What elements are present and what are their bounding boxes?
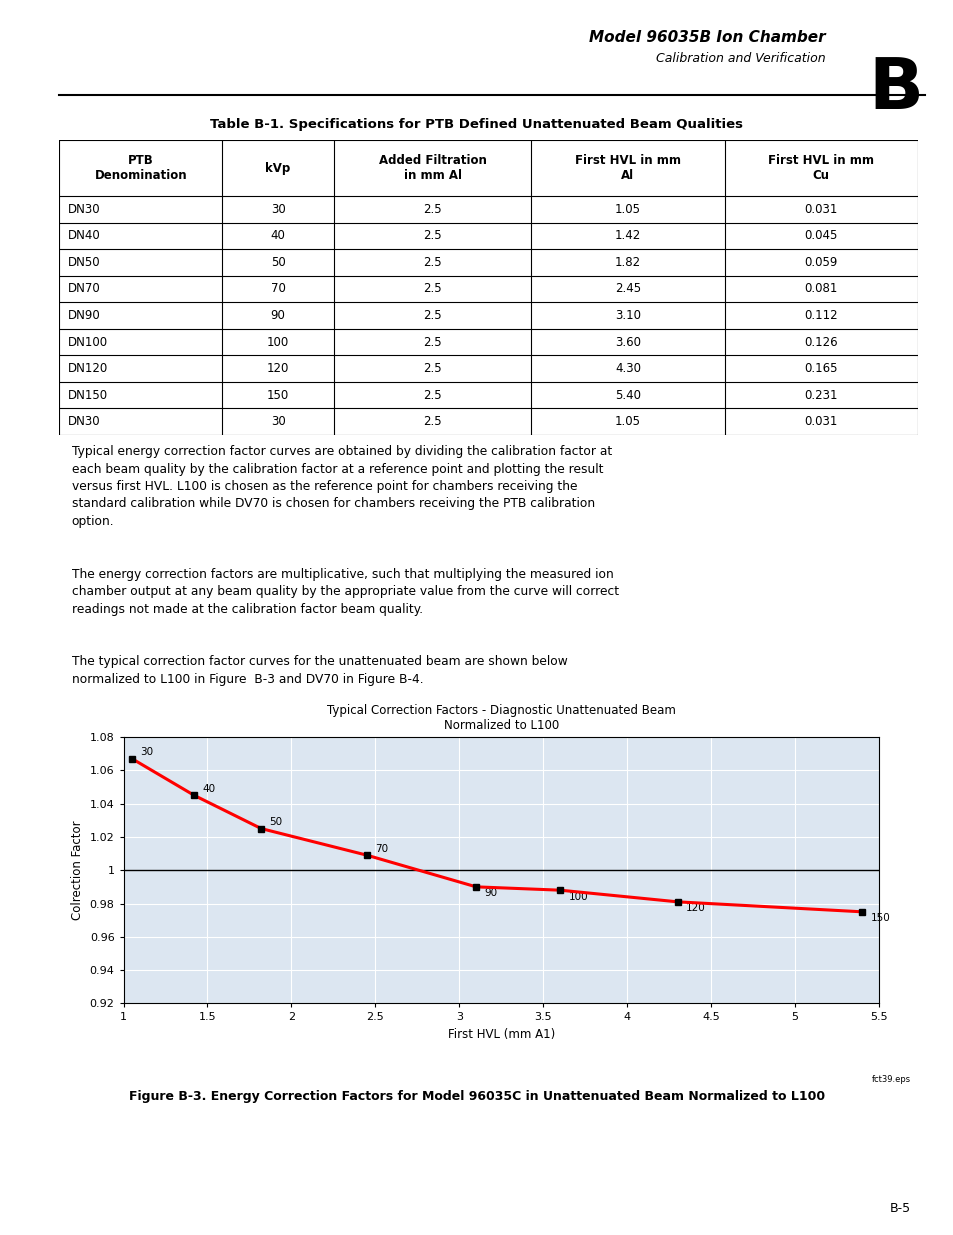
Text: 50: 50	[271, 256, 285, 269]
Text: DN120: DN120	[68, 362, 108, 375]
Text: 2.5: 2.5	[423, 283, 441, 295]
Text: PTB
Denomination: PTB Denomination	[94, 154, 187, 182]
Text: B-5: B-5	[889, 1202, 910, 1215]
Text: 30: 30	[271, 203, 285, 216]
Text: 0.059: 0.059	[803, 256, 837, 269]
Text: 2.5: 2.5	[423, 336, 441, 348]
Text: 70: 70	[271, 283, 285, 295]
Text: The typical correction factor curves for the unattenuated beam are shown below
n: The typical correction factor curves for…	[71, 655, 567, 685]
Text: DN50: DN50	[68, 256, 100, 269]
Text: 2.5: 2.5	[423, 230, 441, 242]
Text: 3.60: 3.60	[615, 336, 640, 348]
Text: 50: 50	[270, 818, 282, 827]
Text: 120: 120	[685, 903, 705, 913]
Text: 0.112: 0.112	[803, 309, 837, 322]
Text: 40: 40	[202, 784, 215, 794]
Y-axis label: Colrection Factor: Colrection Factor	[71, 820, 84, 920]
Text: Typical energy correction factor curves are obtained by dividing the calibration: Typical energy correction factor curves …	[71, 445, 611, 529]
Text: 2.45: 2.45	[615, 283, 640, 295]
Text: 2.5: 2.5	[423, 256, 441, 269]
Text: DN150: DN150	[68, 389, 108, 401]
Text: 0.031: 0.031	[803, 415, 837, 429]
Text: 0.231: 0.231	[803, 389, 837, 401]
Text: DN30: DN30	[68, 415, 100, 429]
Text: 70: 70	[375, 844, 388, 853]
Text: 100: 100	[568, 892, 587, 902]
Text: 2.5: 2.5	[423, 309, 441, 322]
Text: 30: 30	[271, 415, 285, 429]
Text: 1.05: 1.05	[615, 415, 640, 429]
Text: 90: 90	[271, 309, 285, 322]
Text: Figure B-3. Energy Correction Factors for Model 96035C in Unattenuated Beam Norm: Figure B-3. Energy Correction Factors fo…	[129, 1091, 824, 1103]
Text: Table B-1. Specifications for PTB Defined Unattenuated Beam Qualities: Table B-1. Specifications for PTB Define…	[211, 119, 742, 131]
Text: 5.40: 5.40	[615, 389, 640, 401]
Text: kVp: kVp	[265, 162, 291, 174]
Text: The energy correction factors are multiplicative, such that multiplying the meas: The energy correction factors are multip…	[71, 568, 618, 616]
Text: Model 96035B Ion Chamber: Model 96035B Ion Chamber	[588, 30, 824, 44]
Text: Calibration and Verification: Calibration and Verification	[655, 52, 824, 65]
Text: DN100: DN100	[68, 336, 108, 348]
Text: 150: 150	[870, 913, 889, 923]
Text: 2.5: 2.5	[423, 203, 441, 216]
Text: Added Filtration
in mm Al: Added Filtration in mm Al	[378, 154, 486, 182]
Text: DN90: DN90	[68, 309, 100, 322]
Text: 0.045: 0.045	[803, 230, 837, 242]
Text: 90: 90	[484, 888, 497, 898]
Text: DN70: DN70	[68, 283, 100, 295]
Text: 4.30: 4.30	[615, 362, 640, 375]
Text: 1.05: 1.05	[615, 203, 640, 216]
Text: 2.5: 2.5	[423, 362, 441, 375]
Text: 2.5: 2.5	[423, 389, 441, 401]
Text: 150: 150	[267, 389, 289, 401]
Text: First HVL in mm
Cu: First HVL in mm Cu	[767, 154, 873, 182]
Text: 40: 40	[271, 230, 285, 242]
Text: 0.031: 0.031	[803, 203, 837, 216]
Text: 1.82: 1.82	[615, 256, 640, 269]
Text: 0.126: 0.126	[803, 336, 837, 348]
Text: 2.5: 2.5	[423, 415, 441, 429]
Text: fct39.eps: fct39.eps	[871, 1074, 910, 1084]
Text: 120: 120	[267, 362, 289, 375]
X-axis label: First HVL (mm A1): First HVL (mm A1)	[447, 1028, 555, 1041]
Text: DN30: DN30	[68, 203, 100, 216]
Text: 30: 30	[140, 747, 153, 757]
Title: Typical Correction Factors - Diagnostic Unattenuated Beam
Normalized to L100: Typical Correction Factors - Diagnostic …	[327, 704, 675, 731]
Text: 1.42: 1.42	[614, 230, 640, 242]
Text: B: B	[867, 56, 923, 124]
Text: 0.165: 0.165	[803, 362, 837, 375]
Text: First HVL in mm
Al: First HVL in mm Al	[575, 154, 680, 182]
Text: 3.10: 3.10	[615, 309, 640, 322]
Text: 100: 100	[267, 336, 289, 348]
Text: DN40: DN40	[68, 230, 100, 242]
Text: 0.081: 0.081	[803, 283, 837, 295]
